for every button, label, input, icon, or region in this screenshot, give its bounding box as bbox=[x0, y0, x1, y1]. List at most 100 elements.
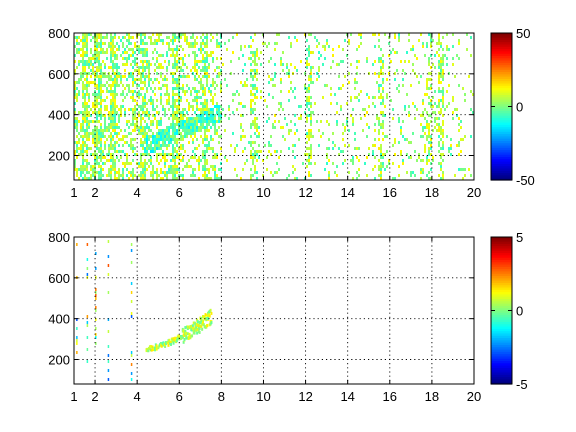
colorbar-step bbox=[491, 331, 512, 335]
colorbar-step bbox=[491, 237, 512, 240]
heatmap-cell bbox=[218, 66, 220, 69]
heatmap-cell bbox=[102, 36, 104, 39]
heatmap-cell bbox=[110, 78, 112, 81]
heatmap-cell bbox=[82, 36, 84, 39]
heatmap-cell bbox=[202, 93, 204, 96]
heatmap-cell bbox=[90, 60, 92, 63]
colorbar-step bbox=[491, 157, 512, 160]
heatmap-cell bbox=[386, 96, 388, 99]
heatmap-cell bbox=[104, 126, 106, 129]
heatmap-cell bbox=[202, 60, 204, 63]
heatmap-cell bbox=[432, 111, 434, 114]
heatmap-cell bbox=[310, 96, 312, 99]
heatmap-cell bbox=[84, 99, 86, 102]
heatmap-cell bbox=[186, 111, 188, 114]
heatmap-cell bbox=[88, 114, 90, 117]
heatmap-cell bbox=[142, 111, 144, 114]
heatmap-cell bbox=[98, 90, 100, 93]
heatmap-cell bbox=[136, 102, 138, 105]
heatmap-cell bbox=[216, 108, 218, 111]
heatmap-cell bbox=[448, 102, 450, 105]
heatmap-cell bbox=[124, 69, 126, 72]
heatmap-cell bbox=[470, 90, 472, 93]
heatmap-cell bbox=[236, 174, 238, 177]
heatmap-cell bbox=[438, 60, 440, 63]
heatmap-cell bbox=[294, 177, 296, 180]
heatmap-cell bbox=[148, 66, 150, 69]
heatmap-cell bbox=[368, 96, 370, 99]
heatmap-cell bbox=[410, 48, 412, 51]
heatmap-cell bbox=[126, 78, 128, 81]
heatmap-cell bbox=[156, 72, 158, 75]
heatmap-cell bbox=[112, 123, 114, 126]
heatmap-cell bbox=[126, 45, 128, 48]
heatmap-cell bbox=[162, 150, 164, 153]
heatmap-cell bbox=[112, 129, 114, 132]
y-tick-label: 600 bbox=[48, 67, 70, 82]
heatmap-cell bbox=[188, 129, 190, 132]
heatmap-cell bbox=[160, 75, 162, 78]
heatmap-cell bbox=[110, 105, 112, 108]
heatmap-cell bbox=[108, 159, 110, 162]
heatmap-cell bbox=[190, 123, 192, 126]
colorbar-step bbox=[491, 365, 512, 369]
heatmap-cell bbox=[382, 81, 384, 84]
heatmap-cell bbox=[216, 39, 218, 42]
heatmap-cell bbox=[84, 36, 86, 39]
heatmap-cell bbox=[74, 45, 76, 48]
heatmap-cell bbox=[106, 90, 108, 93]
heatmap-cell bbox=[158, 153, 160, 156]
heatmap-cell bbox=[190, 156, 192, 159]
heatmap-cell bbox=[460, 168, 462, 171]
heatmap-cell bbox=[202, 39, 204, 42]
heatmap-cell bbox=[171, 339, 174, 343]
heatmap-cell bbox=[204, 57, 206, 60]
heatmap-cell bbox=[442, 114, 444, 117]
colorbar-step bbox=[491, 292, 512, 296]
heatmap-cell bbox=[260, 63, 262, 66]
heatmap-cell bbox=[132, 150, 134, 153]
heatmap-cell bbox=[428, 171, 430, 174]
heatmap-cell bbox=[126, 153, 128, 156]
heatmap-cell bbox=[340, 108, 342, 111]
heatmap-cell bbox=[198, 66, 200, 69]
heatmap-cell bbox=[120, 111, 122, 114]
heatmap-cell bbox=[380, 165, 382, 168]
heatmap-cell bbox=[166, 153, 168, 156]
colorbar-step bbox=[491, 326, 512, 330]
heatmap-cell bbox=[184, 132, 186, 135]
heatmap-cell bbox=[138, 33, 140, 36]
heatmap-cell bbox=[206, 84, 208, 87]
heatmap-cell bbox=[96, 126, 98, 129]
heatmap-cell bbox=[440, 42, 442, 45]
heatmap-cell bbox=[422, 129, 424, 132]
heatmap-cell bbox=[398, 141, 400, 144]
heatmap-cell bbox=[440, 63, 442, 66]
heatmap-cell bbox=[185, 334, 188, 338]
heatmap-cell bbox=[88, 111, 90, 114]
heatmap-cell bbox=[110, 147, 112, 150]
heatmap-cell bbox=[166, 84, 168, 87]
heatmap-cell bbox=[176, 117, 178, 120]
heatmap-cell bbox=[198, 144, 200, 147]
heatmap-cell bbox=[112, 63, 114, 66]
heatmap-cell bbox=[240, 177, 242, 180]
heatmap-cell bbox=[140, 156, 142, 159]
heatmap-cell bbox=[98, 138, 100, 141]
heatmap-cell bbox=[112, 48, 114, 51]
heatmap-cell bbox=[116, 141, 118, 144]
heatmap-cell bbox=[152, 108, 154, 111]
heatmap-cell bbox=[124, 111, 126, 114]
heatmap-cell bbox=[204, 66, 206, 69]
heatmap-cell bbox=[112, 51, 114, 54]
heatmap-cell bbox=[234, 168, 236, 171]
heatmap-cell bbox=[182, 69, 184, 72]
heatmap-cell bbox=[174, 177, 176, 180]
heatmap-cell bbox=[150, 123, 152, 126]
heatmap-cell bbox=[82, 129, 84, 132]
heatmap-cell bbox=[98, 36, 100, 39]
heatmap-cell bbox=[414, 150, 416, 153]
heatmap-cell bbox=[208, 120, 210, 123]
heatmap-cell bbox=[256, 96, 258, 99]
heatmap-cell bbox=[422, 159, 424, 162]
